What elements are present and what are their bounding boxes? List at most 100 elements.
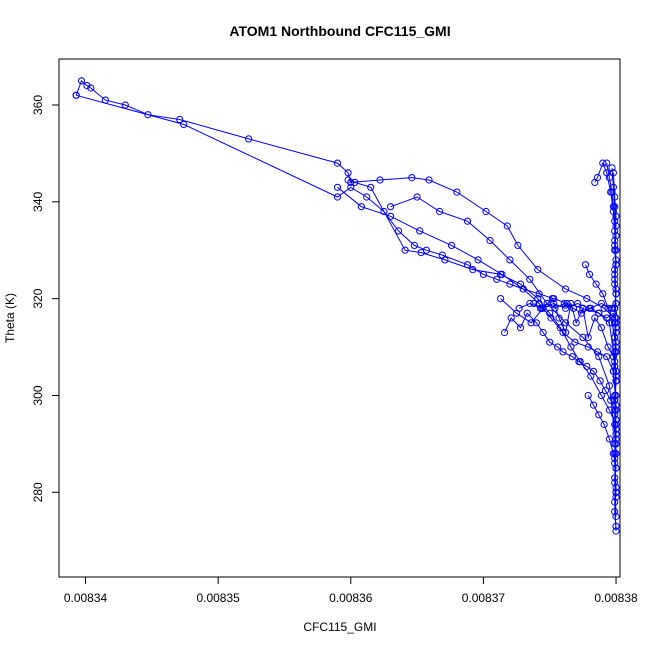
- y-tick-label: 340: [31, 191, 45, 211]
- data-point: [413, 193, 421, 201]
- data-point: [546, 338, 554, 346]
- data-point: [607, 396, 615, 404]
- data-point: [474, 256, 482, 264]
- data-point: [507, 314, 515, 322]
- data-point: [589, 401, 598, 409]
- data-point: [535, 290, 543, 298]
- data-point: [608, 164, 616, 172]
- data-point: [612, 425, 620, 433]
- x-axis: 0.00834 0.00835 0.00836 0.00837 0.00838: [64, 576, 638, 605]
- data-point: [344, 176, 352, 184]
- data-point: [612, 512, 620, 521]
- data-point: [591, 314, 599, 322]
- data-point: [555, 314, 563, 322]
- y-tick-label: 360: [31, 95, 45, 115]
- y-axis: 280 300 320 340 360: [31, 95, 60, 502]
- data-point: [609, 183, 618, 191]
- chart-title: ATOM1 Northbound CFC115_GMI: [229, 23, 450, 39]
- data-point: [344, 169, 352, 177]
- data-point: [583, 295, 591, 303]
- data-point: [611, 236, 619, 245]
- series-line: [75, 79, 617, 435]
- data-point: [554, 343, 562, 351]
- series-12: [584, 391, 620, 496]
- data-point: [589, 367, 598, 375]
- data-point: [603, 159, 611, 167]
- data-point: [611, 193, 619, 201]
- data-point: [604, 343, 612, 351]
- data-point: [595, 411, 603, 419]
- data-point: [575, 358, 583, 366]
- data-point: [605, 435, 614, 443]
- data-point: [410, 241, 418, 249]
- y-tick-label: 320: [31, 288, 45, 308]
- data-point: [72, 91, 80, 99]
- data-point: [595, 309, 603, 317]
- data-point: [611, 508, 619, 516]
- data-point: [333, 159, 342, 167]
- data-point: [532, 319, 541, 327]
- data-point: [376, 176, 384, 184]
- series-2: [333, 183, 620, 521]
- data-point: [611, 217, 619, 225]
- series-line: [337, 186, 617, 517]
- data-point: [501, 328, 509, 337]
- plot-frame: [58, 58, 621, 578]
- data-point: [611, 396, 619, 404]
- data-point: [180, 120, 188, 129]
- y-tick-label: 280: [31, 482, 45, 502]
- data-point: [612, 299, 620, 308]
- data-point: [612, 522, 620, 530]
- data-point: [562, 304, 570, 312]
- data-point: [493, 275, 501, 283]
- data-point: [436, 207, 444, 216]
- data-point: [609, 169, 618, 177]
- data-point: [144, 111, 152, 119]
- series-11: [609, 169, 620, 530]
- series-line: [500, 297, 617, 372]
- data-point: [526, 275, 534, 283]
- series-1: [72, 91, 620, 496]
- data-point: [611, 270, 619, 278]
- series-14: [515, 299, 620, 312]
- series-line: [76, 94, 617, 493]
- data-point: [612, 290, 620, 298]
- data-point: [516, 324, 525, 332]
- x-tick-label: 0.00835: [196, 591, 240, 605]
- data-point: [597, 324, 606, 332]
- data-point: [245, 135, 253, 143]
- data-point: [506, 256, 514, 264]
- data-point: [463, 217, 472, 225]
- data-point: [77, 77, 86, 85]
- data-point: [523, 309, 531, 317]
- data-point: [596, 377, 604, 385]
- data-point: [572, 319, 580, 327]
- data-point: [425, 176, 433, 184]
- x-tick-label: 0.00837: [462, 591, 506, 605]
- data-point: [562, 285, 570, 293]
- data-point: [394, 227, 403, 235]
- y-axis-label: Theta (K): [3, 293, 17, 343]
- data-point: [351, 178, 359, 186]
- data-point: [357, 203, 365, 211]
- data-point: [560, 299, 568, 308]
- data-point: [567, 343, 575, 351]
- data-point: [597, 391, 606, 400]
- data-point: [568, 353, 576, 361]
- data-point: [367, 183, 375, 191]
- x-tick-label: 0.00838: [594, 591, 638, 605]
- data-point: [506, 280, 514, 288]
- data-point: [83, 82, 91, 90]
- series-4: [344, 176, 620, 458]
- data-point: [534, 295, 542, 303]
- data-point: [514, 241, 522, 249]
- data-point: [538, 304, 546, 312]
- data-point: [612, 212, 620, 220]
- data-point: [574, 299, 582, 308]
- data-point: [417, 249, 425, 257]
- data-point: [612, 314, 620, 322]
- data-point: [611, 348, 619, 356]
- data-point: [611, 333, 619, 341]
- data-point: [347, 183, 355, 191]
